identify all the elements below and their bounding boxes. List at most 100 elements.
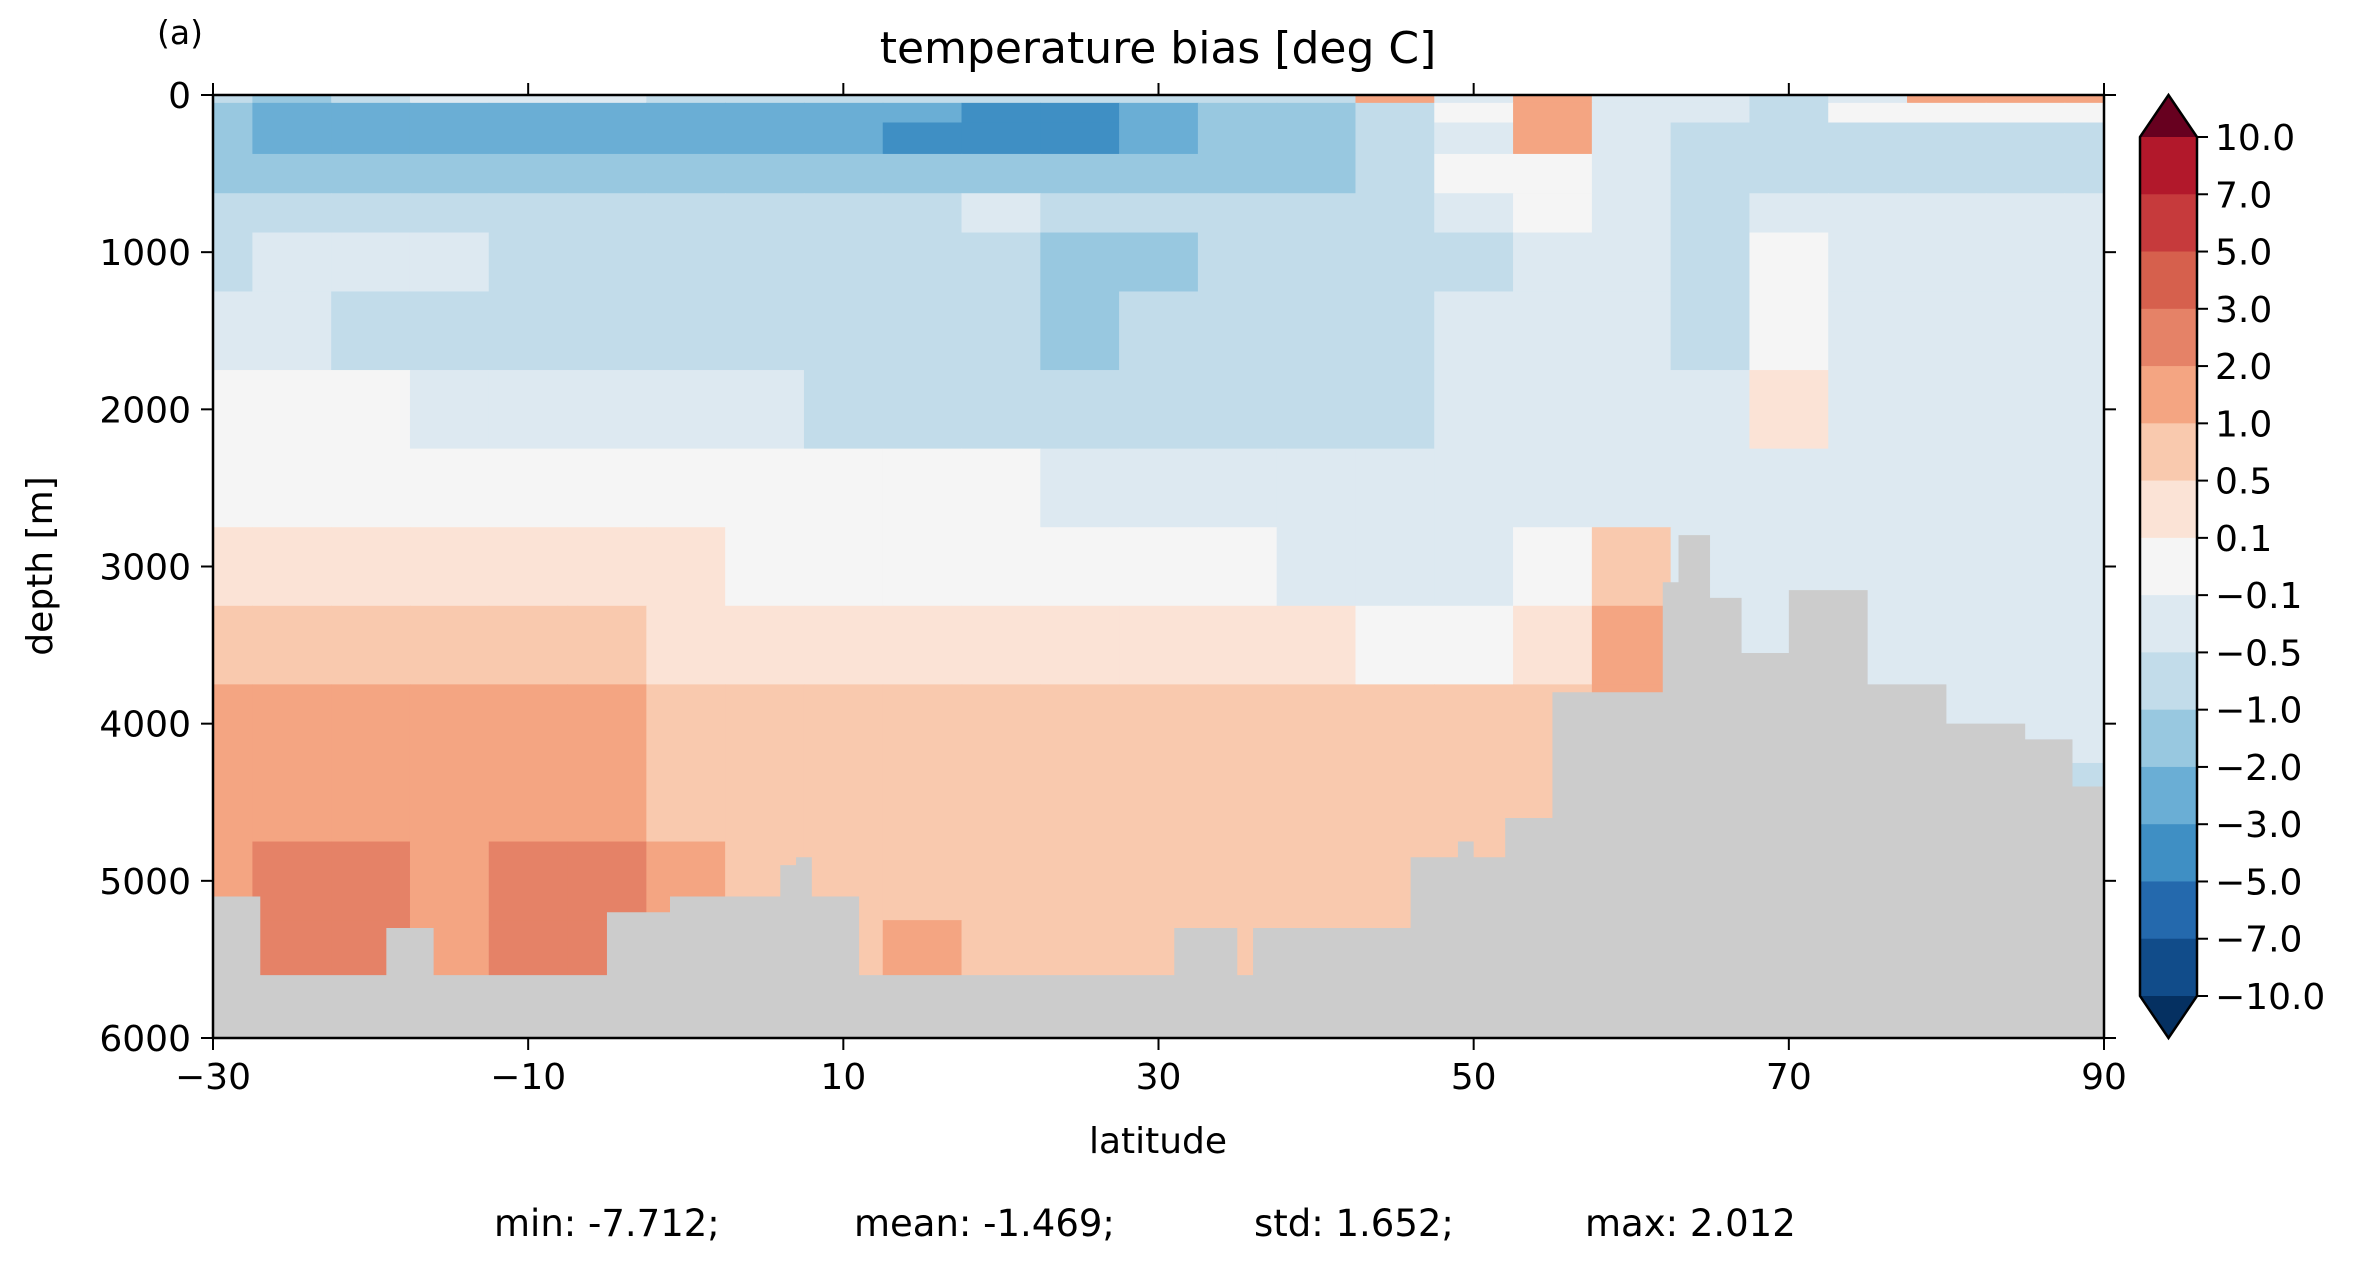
- field-cell: [1040, 448, 1120, 528]
- field-cell: [1040, 684, 1120, 764]
- field-cell: [1591, 95, 1672, 104]
- field-cell: [961, 232, 1041, 293]
- x-tick-label: 90: [2081, 1057, 2127, 1098]
- field-cell: [1119, 841, 1199, 921]
- field-cell: [1040, 841, 1120, 921]
- field-cell: [1197, 95, 1278, 104]
- field-cell: [1749, 193, 1829, 234]
- field-cell: [252, 684, 332, 764]
- field-cell: [1434, 762, 1514, 843]
- colorbar-bin: [2140, 652, 2197, 711]
- field-cell: [1434, 122, 1514, 155]
- field-cell: [2064, 193, 2104, 234]
- field-cell: [488, 95, 569, 104]
- field-cell: [1749, 232, 1829, 293]
- field-cell: [1670, 370, 1751, 450]
- field-cell: [882, 841, 963, 921]
- field-cell: [803, 122, 884, 155]
- field-cell: [1670, 102, 1751, 124]
- field-cell: [882, 762, 963, 843]
- field-cell: [1513, 153, 1593, 194]
- field-cell: [1119, 102, 1199, 124]
- field-cell: [1119, 193, 1199, 234]
- field-cell: [252, 232, 332, 293]
- colorbar-bin: [2140, 766, 2197, 825]
- field-cell: [1985, 102, 2066, 124]
- field-cell: [567, 605, 647, 685]
- field-cell: [252, 370, 332, 450]
- y-tick-label: 5000: [99, 862, 191, 903]
- field-cell: [2064, 122, 2104, 155]
- field-cell: [1749, 370, 1829, 450]
- field-cell: [1591, 122, 1672, 155]
- field-cell: [1907, 370, 1987, 450]
- field-cell: [488, 684, 569, 764]
- field-cell: [1119, 153, 1199, 194]
- field-cell: [567, 448, 647, 528]
- field-cell: [488, 527, 569, 607]
- field-cell: [1040, 605, 1120, 685]
- y-tick-label: 0: [168, 76, 191, 117]
- field-cell: [213, 370, 253, 450]
- field-cell: [803, 527, 884, 607]
- plot-area: [213, 95, 2104, 1038]
- colorbar-tick-label: −0.5: [2215, 633, 2302, 674]
- field-cell: [882, 605, 963, 685]
- y-axis-label: depth [m]: [20, 476, 61, 655]
- field-cell: [1434, 605, 1514, 685]
- y-tick-label: 3000: [99, 548, 191, 589]
- field-cell: [1040, 193, 1120, 234]
- field-cell: [1907, 153, 1987, 194]
- colorbar-tick-label: 0.5: [2215, 462, 2272, 503]
- field-cell: [1197, 153, 1278, 194]
- field-cell: [1434, 448, 1514, 528]
- field-cell: [1828, 122, 1908, 155]
- stat-mean: mean: -1.469;: [854, 1202, 1115, 1245]
- field-cell: [1591, 232, 1672, 293]
- field-cell: [725, 291, 805, 371]
- field-cell: [1907, 193, 1987, 234]
- field-cell: [2064, 102, 2104, 124]
- field-cell: [1197, 232, 1278, 293]
- field-cell: [1197, 102, 1278, 124]
- field-cell: [409, 448, 490, 528]
- field-cell: [882, 95, 963, 104]
- field-cell: [2064, 291, 2104, 371]
- field-cell: [1355, 232, 1435, 293]
- x-axis: −30 −10 10 30 50 70 90: [175, 83, 2127, 1098]
- field-cell: [961, 448, 1041, 528]
- field-cell: [567, 95, 647, 104]
- field-cell: [567, 153, 647, 194]
- field-cell: [646, 193, 726, 234]
- field-cell: [409, 527, 490, 607]
- field-cell: [1040, 527, 1120, 607]
- field-cell: [2064, 370, 2104, 450]
- field-cell: [1985, 448, 2066, 528]
- field-cell: [331, 841, 411, 921]
- field-cell: [488, 122, 569, 155]
- field-cell: [882, 291, 963, 371]
- field-cell: [1513, 291, 1593, 371]
- field-cell: [1907, 448, 1987, 528]
- field-cell: [1197, 370, 1278, 450]
- field-cell: [1276, 193, 1357, 234]
- colorbar-tick-label: 10.0: [2215, 118, 2295, 159]
- field-cell: [961, 102, 1041, 124]
- y-tick-label: 1000: [99, 233, 191, 274]
- x-axis-label: latitude: [1089, 1121, 1227, 1162]
- field-cell: [646, 448, 726, 528]
- field-cell: [409, 762, 490, 843]
- field-cell: [331, 193, 411, 234]
- field-cell: [2064, 448, 2104, 528]
- field-cell: [882, 122, 963, 155]
- field-cell: [1985, 193, 2066, 234]
- field-cell: [1907, 102, 1987, 124]
- field-cell: [725, 232, 805, 293]
- field-cell: [1434, 232, 1514, 293]
- field-cell: [1513, 370, 1593, 450]
- field-cell: [1355, 291, 1435, 371]
- field-cell: [1119, 370, 1199, 450]
- field-cell: [882, 153, 963, 194]
- field-cell: [961, 527, 1041, 607]
- field-cell: [1119, 291, 1199, 371]
